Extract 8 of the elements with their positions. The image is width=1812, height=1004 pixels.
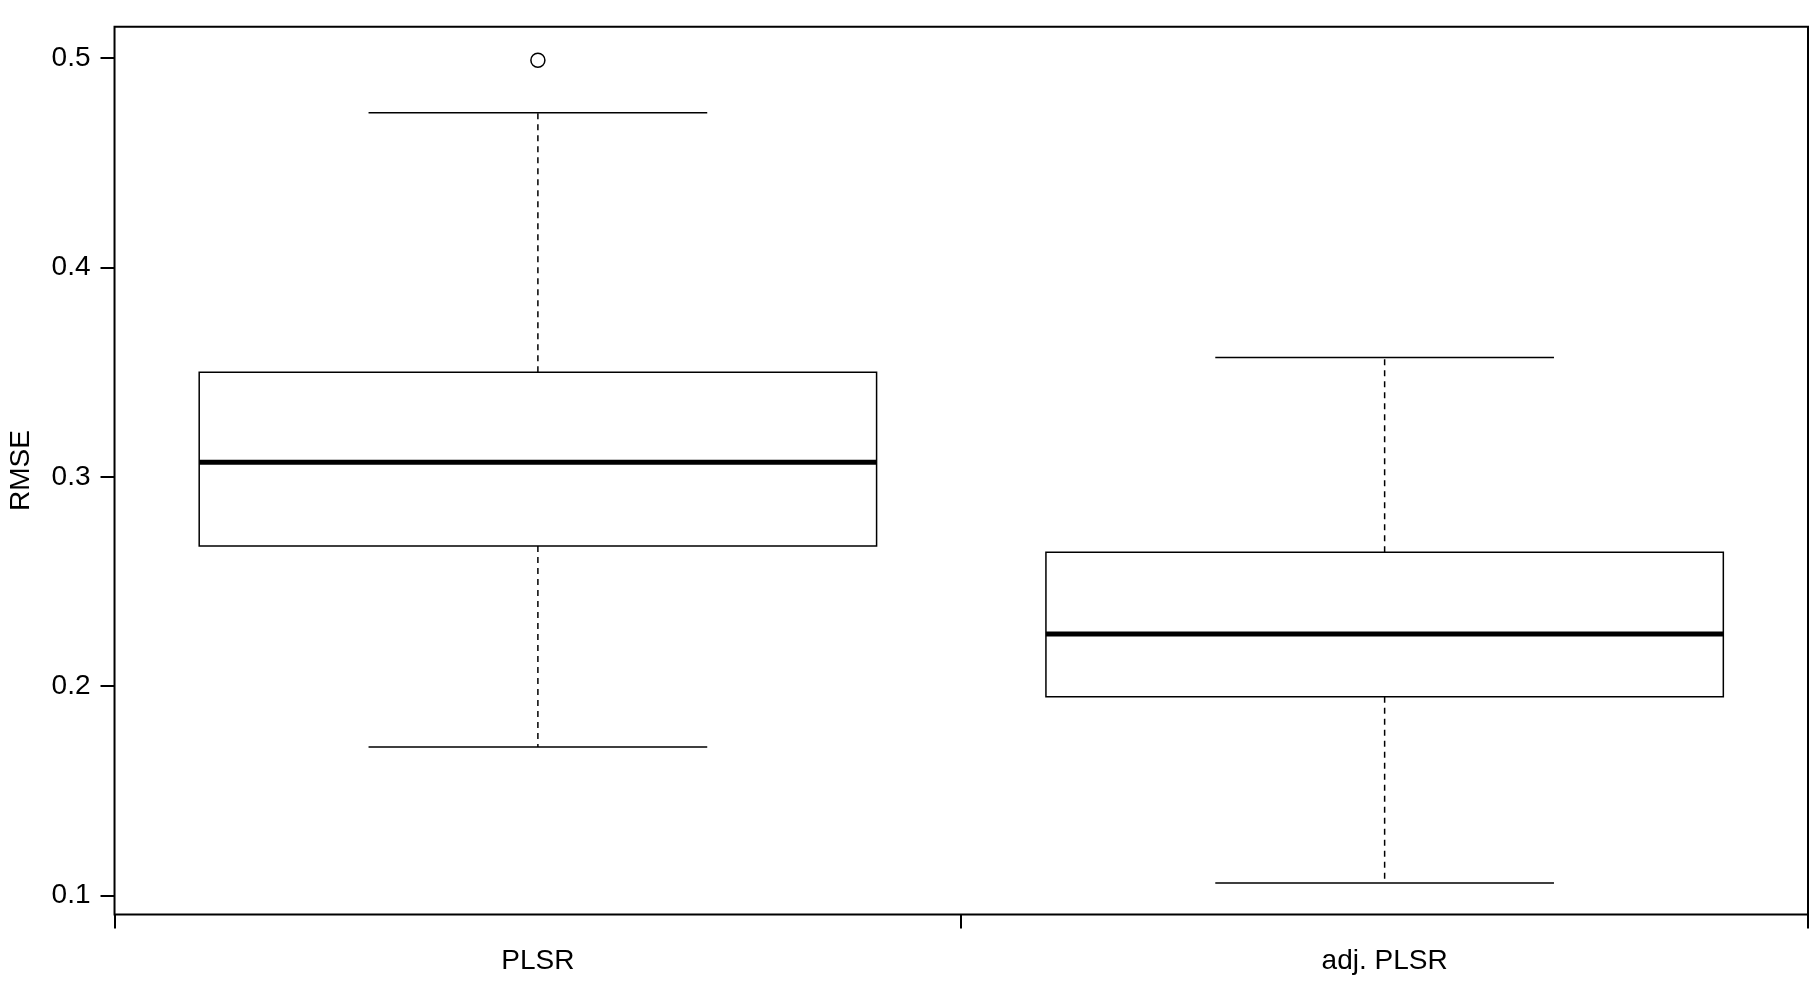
x-tick-label: adj. PLSR — [1321, 943, 1448, 975]
y-tick-label: 0.5 — [51, 40, 91, 72]
y-axis-title: RMSE — [3, 430, 35, 512]
y-tick-label: 0.4 — [51, 250, 91, 282]
y-tick-label: 0.2 — [51, 668, 91, 700]
x-tick-label: PLSR — [501, 943, 575, 975]
y-tick-label: 0.1 — [51, 878, 91, 910]
y-tick-label: 0.3 — [51, 459, 91, 491]
